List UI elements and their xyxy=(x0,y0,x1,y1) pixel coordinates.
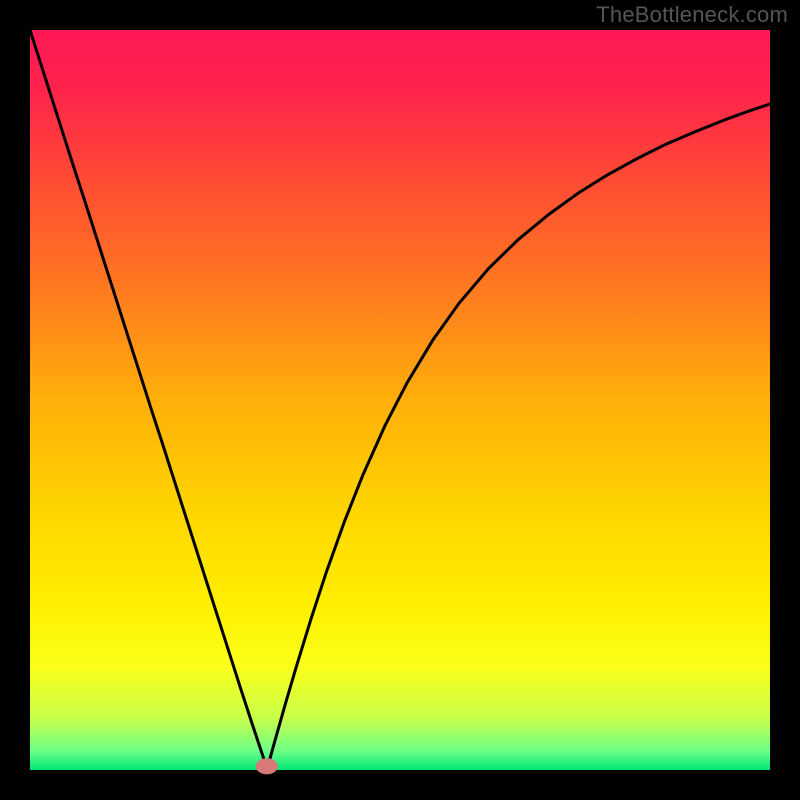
chart-frame: TheBottleneck.com xyxy=(0,0,800,800)
bottleneck-chart xyxy=(0,0,800,800)
attribution-text: TheBottleneck.com xyxy=(596,2,788,28)
gradient-plot-area xyxy=(30,30,770,770)
optimum-marker xyxy=(256,758,278,774)
